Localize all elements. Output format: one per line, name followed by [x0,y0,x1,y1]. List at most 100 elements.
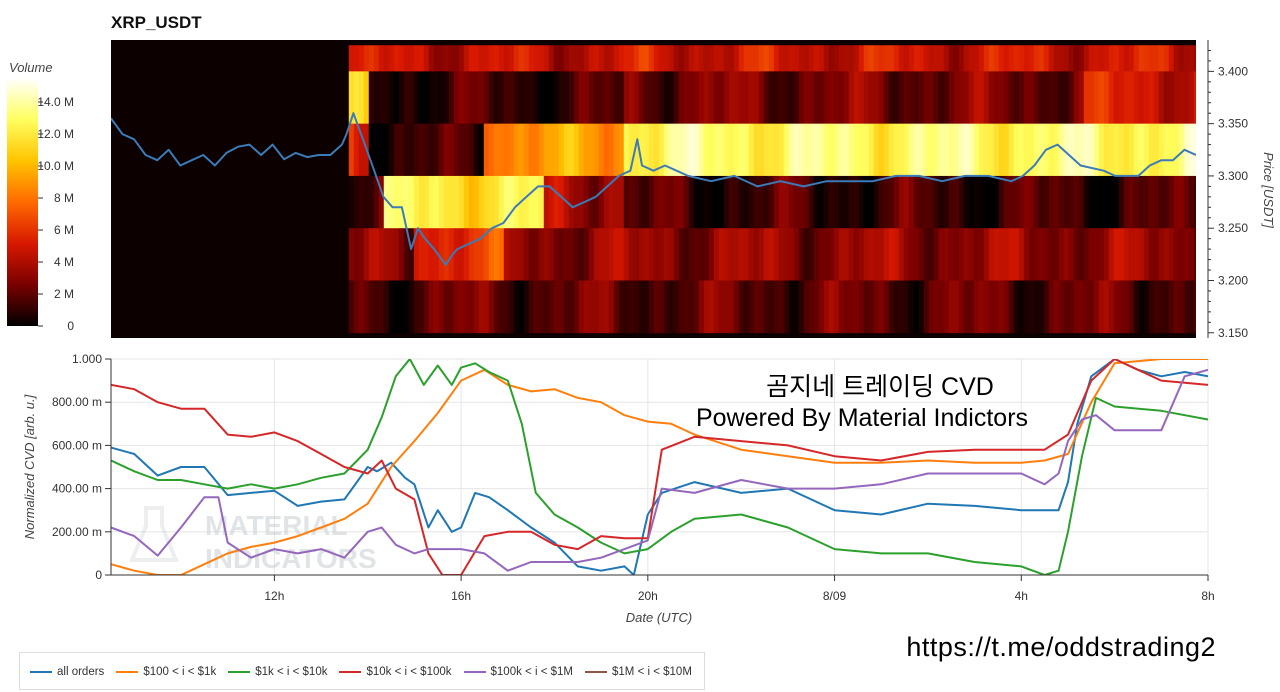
heatmap-cell [1008,45,1015,72]
heatmap-cell [603,45,610,72]
heatmap-cell [798,280,805,334]
heatmap-cell [488,71,495,125]
legend-item[interactable]: $1k < i < $10k [228,666,327,678]
heatmap-cell [418,123,425,177]
heatmap-cell [593,280,600,334]
heatmap-cell [943,71,950,125]
heatmap-cell [1113,228,1120,281]
legend-item[interactable]: $100 < i < $1k [116,666,216,678]
heatmap-cell [523,228,530,281]
heatmap-cell [428,175,435,229]
legend-item[interactable]: $100k < i < $1M [463,666,573,678]
heatmap-cell [493,45,500,72]
heatmap-cell [458,228,465,281]
heatmap-cell [783,45,790,72]
heatmap-cell [568,175,575,229]
legend-item[interactable]: $1M < i < $10M [585,666,692,678]
heatmap-cell [1178,228,1185,281]
heatmap-cell [403,280,410,334]
heatmap-cell [1088,175,1095,229]
heatmap-cell [443,71,450,125]
heatmap-cell [738,123,745,177]
heatmap-cell [533,71,540,125]
heatmap-cell [843,228,850,281]
heatmap-cell [688,175,695,229]
heatmap-cell [453,123,460,177]
line-y-tick-label: 0 [95,568,102,582]
colorbar [7,78,38,326]
heatmap-cell [1183,280,1190,334]
heatmap-y-axis-label: Price [USDT] [1261,152,1276,228]
heatmap-cell [828,71,835,125]
heatmap-cell [918,228,925,281]
heatmap-cell [703,228,710,281]
heatmap-cell [663,280,670,334]
heatmap-cell [488,45,495,72]
heatmap-cell [1028,123,1035,177]
heatmap-cell [1048,228,1055,281]
heatmap-cell [993,45,1000,72]
heatmap-cell [868,175,875,229]
heatmap-cell [348,45,355,72]
heatmap-cell [578,228,585,281]
heatmap-cell [1043,45,1050,72]
heatmap-cell [848,71,855,125]
line-x-tick-label: 8h [1201,589,1214,603]
legend-swatch [339,671,362,673]
heatmap-cell [798,175,805,229]
heatmap-cell [773,45,780,72]
heatmap-cell [1158,45,1165,72]
heatmap-cell [993,71,1000,125]
heatmap-cell [1063,71,1070,125]
heatmap-cell [753,123,760,177]
heatmap-cell [1113,123,1120,177]
heatmap-cell [648,71,655,125]
heatmap-cell [1083,123,1090,177]
heatmap-cell [633,228,640,281]
heatmap-cell [778,228,785,281]
heatmap-cell [398,123,405,177]
heatmap-cell [833,71,840,125]
heatmap-cell [788,280,795,334]
heatmap-cell [568,45,575,72]
heatmap-cell [353,45,360,72]
heatmap-cell [528,228,535,281]
heatmap-cell [548,280,555,334]
telegram-link[interactable]: https://t.me/oddstrading2 [906,632,1216,662]
heatmap-cell [608,71,615,125]
legend-swatch [585,671,607,673]
heatmap-cell [1033,175,1040,229]
heatmap-cell [638,175,645,229]
heatmap-cell [548,71,555,125]
heatmap-cell [743,71,750,125]
heatmap-cell [1113,280,1120,334]
heatmap-cell [808,71,815,125]
heatmap-cell [1163,71,1170,125]
legend-item[interactable]: $10k < i < $100k [339,666,452,678]
heatmap-cell [908,280,915,334]
heatmap-cell [1193,280,1196,334]
heatmap-cell [1193,45,1196,72]
heatmap-cell [1083,280,1090,334]
heatmap-cell [433,228,440,281]
heatmap-cell [783,280,790,334]
heatmap-cell [963,123,970,177]
heatmap-cell [873,71,880,125]
heatmap-cell [748,45,755,72]
heatmap-cell [1008,280,1015,334]
legend-item[interactable]: all orders [30,666,104,678]
heatmap-cell [628,71,635,125]
heatmap-cell [458,280,465,334]
heatmap-cell [348,123,355,177]
heatmap-cell [1098,280,1105,334]
heatmap-cell [853,71,860,125]
heatmap-cell [418,45,425,72]
heatmap-cell [463,123,470,177]
heatmap-cell [673,175,680,229]
heatmap-cell [1188,123,1195,177]
heatmap-cell [678,175,685,229]
heatmap-cell [793,228,800,281]
heatmap-cell [528,280,535,334]
heatmap-cell [1053,175,1060,229]
heatmap-cell [388,123,395,177]
